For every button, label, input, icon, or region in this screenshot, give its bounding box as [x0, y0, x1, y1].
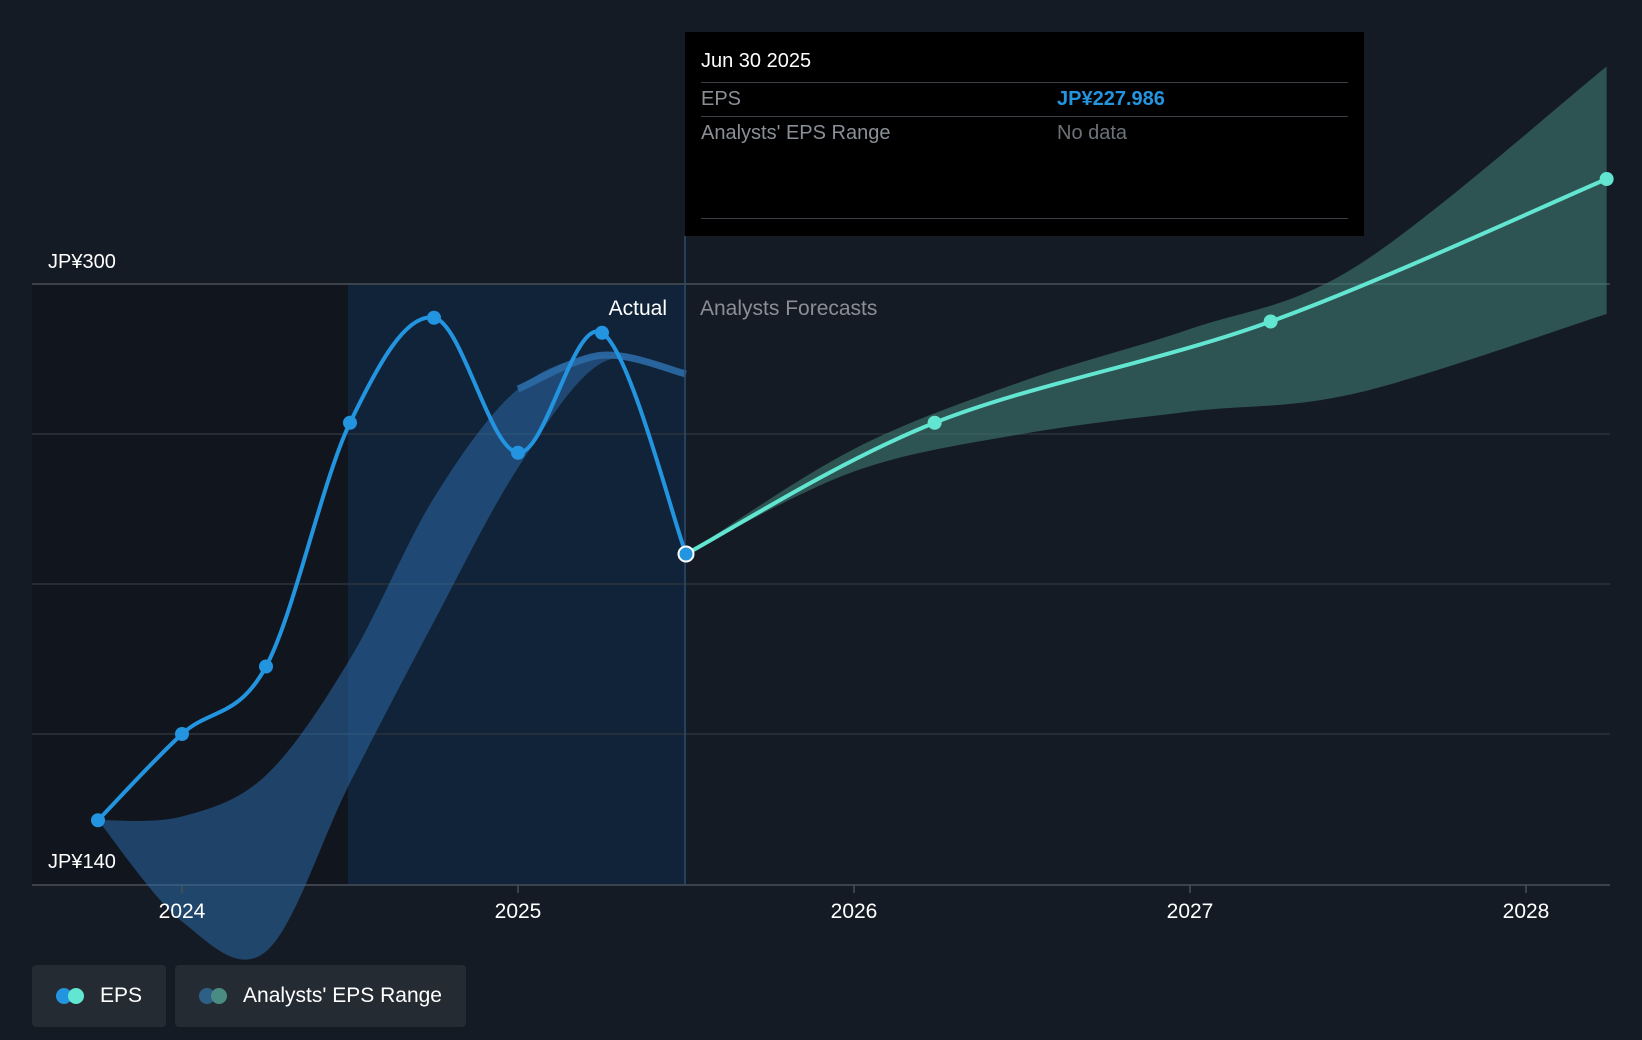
actual-section-label: Actual	[609, 297, 667, 320]
tooltip-eps-value: JP¥227.986	[1057, 88, 1165, 110]
legend: EPS Analysts' EPS Range	[32, 965, 466, 1027]
legend-item-range[interactable]: Analysts' EPS Range	[175, 965, 466, 1027]
eps-actual-point-4[interactable]	[427, 310, 441, 325]
eps-actual-point-0[interactable]	[91, 813, 105, 828]
eps-actual-point-5[interactable]	[511, 445, 525, 460]
eps-highlight-point[interactable]	[677, 545, 695, 563]
tooltip-date: Jun 30 2025	[701, 46, 1348, 83]
eps-actual-point-6[interactable]	[595, 325, 609, 340]
legend-item-eps[interactable]: EPS	[32, 965, 167, 1027]
tooltip-range-value: No data	[1057, 122, 1128, 144]
axis-labels: JP¥300 JP¥140 Actual Analysts Forecasts 2024…	[48, 251, 1549, 923]
eps-actual-point-3[interactable]	[343, 415, 357, 430]
legend-eps-label: EPS	[100, 984, 143, 1007]
eps-forecast-point-2[interactable]	[1263, 314, 1278, 329]
eps-forecast-point-1[interactable]	[927, 415, 942, 430]
eps-actual-point-1[interactable]	[175, 727, 189, 741]
tooltip: Jun 30 2025 EPS JP¥227.986 Analysts' EPS…	[685, 32, 1364, 236]
y-axis-max-label: JP¥300	[48, 251, 116, 273]
tooltip-row-eps: EPS JP¥227.986	[701, 83, 1348, 117]
eps-actual-point-2[interactable]	[259, 659, 273, 674]
tooltip-row-range: Analysts' EPS Range No data	[701, 117, 1348, 150]
legend-range-label: Analysts' EPS Range	[243, 984, 442, 1007]
range-band-top-edge	[516, 351, 687, 393]
x-tick-label-2027: 2027	[1167, 900, 1214, 923]
eps-points	[91, 172, 1614, 828]
x-tick-label-2026: 2026	[831, 900, 878, 923]
forecast-section-label: Analysts Forecasts	[700, 297, 877, 320]
tooltip-range-label: Analysts' EPS Range	[701, 122, 891, 144]
x-tick-label-2025: 2025	[495, 900, 542, 923]
eps-forecast-line	[684, 177, 1609, 556]
tooltip-eps-label: EPS	[701, 88, 742, 110]
tooltip-divider	[701, 218, 1348, 219]
historical-range-band	[98, 355, 686, 960]
x-tick-label-2028: 2028	[1503, 900, 1550, 923]
range-legend-icon	[199, 988, 229, 1004]
y-axis-min-label: JP¥140	[48, 851, 116, 873]
x-tick-label-2024: 2024	[159, 900, 206, 923]
eps-legend-icon	[56, 988, 86, 1004]
eps-forecast-point-3[interactable]	[1599, 172, 1614, 186]
